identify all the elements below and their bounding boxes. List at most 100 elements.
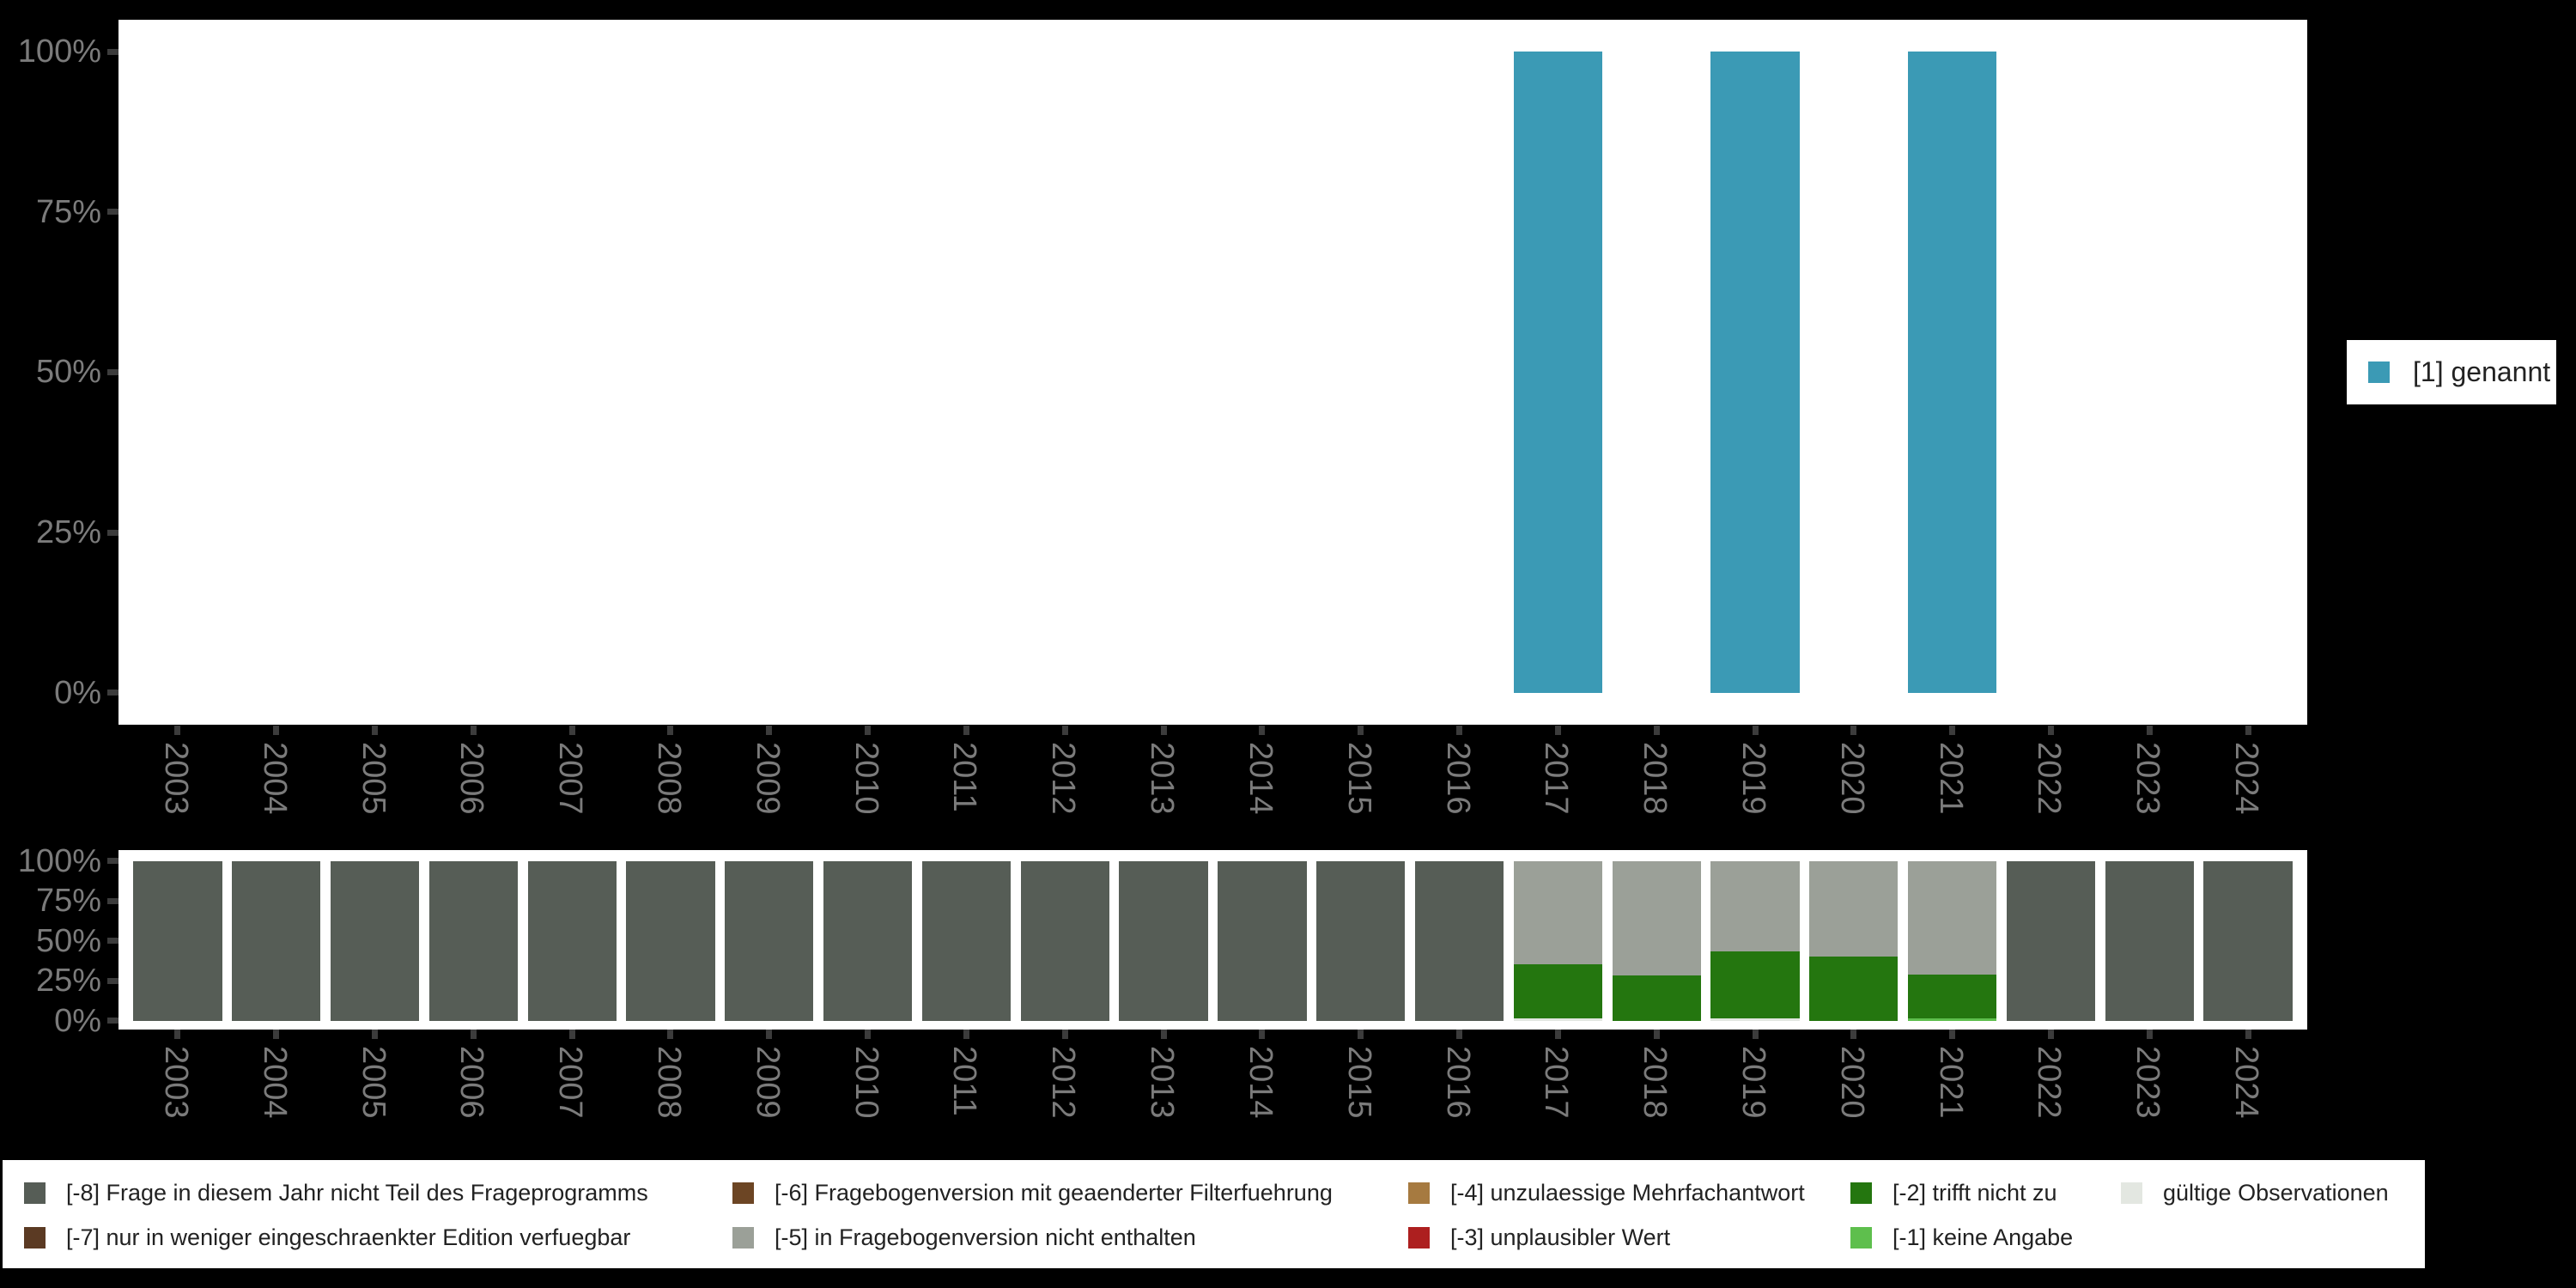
bottom-x-axis-label-2011: 2011 bbox=[946, 1046, 983, 1116]
legend-swatch-icon bbox=[1408, 1226, 1430, 1249]
top-x-axis-tick bbox=[174, 726, 181, 735]
bottom-x-axis-tick bbox=[1752, 1030, 1759, 1039]
bar-2020-miss5 bbox=[1809, 860, 1899, 957]
top-x-axis-tick bbox=[2245, 726, 2251, 735]
top-x-axis-tick bbox=[2146, 726, 2153, 735]
bar-2008-miss8 bbox=[626, 860, 715, 1021]
top-x-axis-label-2009: 2009 bbox=[749, 742, 786, 815]
top-x-axis-label-2012: 2012 bbox=[1045, 742, 1082, 815]
bottom-x-axis-tick bbox=[1160, 1030, 1167, 1039]
bar-2017-valid bbox=[1513, 1018, 1603, 1021]
top-x-axis-label-2003: 2003 bbox=[157, 742, 194, 815]
bottom-x-axis-tick bbox=[372, 1030, 379, 1039]
bottom-x-axis-tick bbox=[2047, 1030, 2054, 1039]
top-x-axis-label-2023: 2023 bbox=[2129, 742, 2166, 815]
legend-swatch-icon bbox=[1850, 1182, 1872, 1204]
top-x-axis-label-2015: 2015 bbox=[1340, 742, 1377, 815]
bottom-x-axis-label-2003: 2003 bbox=[157, 1046, 194, 1119]
bar-2018-miss5 bbox=[1612, 860, 1701, 975]
bottom-x-axis-label-2023: 2023 bbox=[2129, 1046, 2166, 1119]
bar-2021-miss1 bbox=[1907, 1018, 1997, 1021]
bottom-x-axis-label-2012: 2012 bbox=[1045, 1046, 1082, 1119]
top-x-axis-tick bbox=[2047, 726, 2054, 735]
legend-genannt: [1] genannt bbox=[2347, 340, 2556, 404]
top-x-axis-tick bbox=[1259, 726, 1266, 735]
top-x-axis-label-2017: 2017 bbox=[1538, 742, 1575, 815]
bottom-x-axis-tick bbox=[1259, 1030, 1266, 1039]
bottom-x-axis-label-2016: 2016 bbox=[1439, 1046, 1476, 1119]
legend-swatch-icon bbox=[1408, 1182, 1430, 1204]
top-x-axis-tick bbox=[1653, 726, 1660, 735]
top-y-axis-label: 100% bbox=[17, 33, 101, 70]
top-x-axis-label-2008: 2008 bbox=[650, 742, 687, 815]
bar-2015-miss8 bbox=[1316, 860, 1406, 1021]
top-x-axis-label-2022: 2022 bbox=[2031, 742, 2068, 815]
bottom-x-axis-tick bbox=[667, 1030, 674, 1039]
bottom-x-axis-label-2005: 2005 bbox=[355, 1046, 392, 1119]
bar-2021-miss2 bbox=[1907, 974, 1997, 1018]
bottom-x-axis-tick bbox=[174, 1030, 181, 1039]
bottom-x-axis-tick bbox=[1949, 1030, 1956, 1039]
bar-2019-miss5 bbox=[1710, 860, 1800, 951]
top-x-axis-label-2018: 2018 bbox=[1637, 742, 1674, 815]
legend-item-label: [-8] Frage in diesem Jahr nicht Teil des… bbox=[66, 1180, 648, 1206]
top-x-axis-label-2021: 2021 bbox=[1932, 742, 1969, 815]
legend-swatch-icon bbox=[732, 1182, 754, 1204]
bottom-x-axis-label-2004: 2004 bbox=[256, 1046, 293, 1119]
bar-2019-valid bbox=[1710, 1018, 1800, 1021]
bottom-y-axis-label: 25% bbox=[35, 963, 101, 999]
bottom-x-axis-label-2017: 2017 bbox=[1538, 1046, 1575, 1119]
top-x-axis-label-2007: 2007 bbox=[552, 742, 589, 815]
bar-2011-miss8 bbox=[921, 860, 1012, 1021]
legend-item-label: [-2] trifft nicht zu bbox=[1893, 1180, 2057, 1206]
top-x-axis-tick bbox=[1949, 726, 1956, 735]
bottom-x-axis-label-2010: 2010 bbox=[848, 1046, 884, 1119]
bottom-x-axis-tick bbox=[1554, 1030, 1561, 1039]
legend-item-label: [-1] keine Angabe bbox=[1893, 1224, 2074, 1250]
top-x-axis-tick bbox=[766, 726, 773, 735]
bottom-y-axis-tick bbox=[107, 858, 118, 865]
legend-swatch-icon bbox=[1850, 1226, 1872, 1249]
top-x-axis-tick bbox=[865, 726, 872, 735]
bottom-x-axis-label-2019: 2019 bbox=[1735, 1046, 1771, 1119]
bottom-y-axis-tick bbox=[107, 977, 118, 984]
missing-values-legend bbox=[3, 1160, 2425, 1268]
top-x-axis-label-2024: 2024 bbox=[2228, 742, 2265, 815]
bottom-x-axis-label-2015: 2015 bbox=[1340, 1046, 1377, 1119]
bar-2019-miss2 bbox=[1710, 951, 1800, 1018]
top-x-axis-tick bbox=[1358, 726, 1364, 735]
bottom-x-axis-label-2022: 2022 bbox=[2031, 1046, 2068, 1119]
legend-item-label: [-7] nur in weniger eingeschraenkter Edi… bbox=[66, 1224, 631, 1250]
bar-2018-miss2 bbox=[1612, 975, 1701, 1021]
legend-item-label: [-5] in Fragebogenversion nicht enthalte… bbox=[775, 1224, 1196, 1250]
top-x-axis-label-2020: 2020 bbox=[1833, 742, 1870, 815]
bottom-x-axis-label-2013: 2013 bbox=[1144, 1046, 1181, 1119]
bar-2022-miss8 bbox=[2006, 860, 2096, 1021]
top-y-axis-tick bbox=[107, 209, 118, 216]
top-x-axis-tick bbox=[1456, 726, 1463, 735]
bar-2021-genannt bbox=[1907, 52, 1997, 693]
bar-2017-miss2 bbox=[1513, 963, 1603, 1018]
bottom-x-axis-tick bbox=[1456, 1030, 1463, 1039]
bottom-x-axis-tick bbox=[865, 1030, 872, 1039]
bottom-x-axis-tick bbox=[963, 1030, 969, 1039]
bottom-x-axis-label-2007: 2007 bbox=[552, 1046, 589, 1119]
bar-2024-miss8 bbox=[2203, 860, 2293, 1021]
top-x-axis-label-2011: 2011 bbox=[946, 742, 983, 812]
top-x-axis-tick bbox=[1752, 726, 1759, 735]
bottom-x-axis-label-2018: 2018 bbox=[1637, 1046, 1674, 1119]
top-y-axis-tick bbox=[107, 690, 118, 696]
legend-swatch-icon bbox=[2121, 1182, 2142, 1204]
bottom-y-axis-tick bbox=[107, 1018, 118, 1024]
top-x-axis-label-2010: 2010 bbox=[848, 742, 884, 815]
top-y-axis-label: 50% bbox=[35, 354, 101, 391]
bar-2010-miss8 bbox=[823, 860, 913, 1021]
legend-item-label: [-6] Fragebogenversion mit geaenderter F… bbox=[775, 1180, 1333, 1206]
bar-2021-miss5 bbox=[1907, 860, 1997, 975]
bottom-x-axis-label-2009: 2009 bbox=[749, 1046, 786, 1119]
bar-2003-miss8 bbox=[133, 860, 222, 1021]
top-x-axis-tick bbox=[1554, 726, 1561, 735]
bottom-y-axis-tick bbox=[107, 938, 118, 945]
top-x-axis-tick bbox=[1160, 726, 1167, 735]
top-y-axis-tick bbox=[107, 48, 118, 55]
